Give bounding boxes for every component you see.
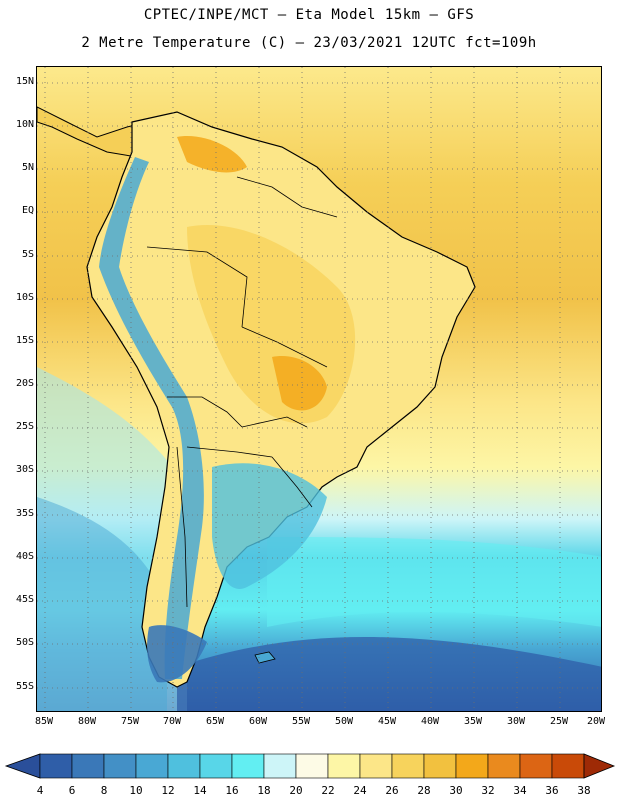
lat-label: 55S bbox=[15, 681, 34, 692]
colorbar-cell bbox=[487, 753, 521, 779]
lon-label: 60W bbox=[248, 716, 268, 727]
colorbar-cell bbox=[167, 753, 201, 779]
colorbar-cell bbox=[199, 753, 233, 779]
andes-cold-spine bbox=[99, 157, 204, 679]
atlantic-cool-band bbox=[267, 537, 601, 627]
lat-label: 15N bbox=[15, 76, 34, 87]
colorbar-cell bbox=[423, 753, 457, 779]
country-borders bbox=[146, 176, 338, 608]
lat-label: 35S bbox=[15, 508, 34, 519]
temperature-colorbar bbox=[4, 753, 616, 779]
lon-label: 55W bbox=[291, 716, 311, 727]
map-title-line2: 2 Metre Temperature (C) – 23/03/2021 12U… bbox=[81, 35, 537, 51]
colorbar-label: 32 bbox=[481, 784, 495, 797]
lon-label: 25W bbox=[549, 716, 569, 727]
colorbar-cell bbox=[263, 753, 297, 779]
colorbar-cell bbox=[39, 753, 73, 779]
colorbar-cells bbox=[39, 753, 585, 779]
southern-cone-cool bbox=[212, 463, 327, 589]
colorbar-cell bbox=[295, 753, 329, 779]
colorbar-label: 24 bbox=[353, 784, 367, 797]
colorbar-label: 14 bbox=[193, 784, 207, 797]
lon-label: 65W bbox=[205, 716, 225, 727]
colorbar-cell bbox=[103, 753, 137, 779]
lat-label: 5N bbox=[21, 162, 34, 173]
lon-label: 40W bbox=[420, 716, 440, 727]
lat-label: 5S bbox=[21, 249, 34, 260]
lat-label: 15S bbox=[15, 335, 34, 346]
colorbar-cell bbox=[551, 753, 585, 779]
colorbar-under-arrow bbox=[4, 753, 41, 779]
pacific-cold-region bbox=[37, 497, 167, 711]
colorbar-label: 18 bbox=[257, 784, 271, 797]
lon-label: 80W bbox=[77, 716, 97, 727]
lat-label: 10N bbox=[15, 119, 34, 130]
colorbar-label: 12 bbox=[161, 784, 175, 797]
colorbar-cell bbox=[135, 753, 169, 779]
lon-label: 75W bbox=[120, 716, 140, 727]
colorbar-label: 34 bbox=[513, 784, 527, 797]
lon-label: 85W bbox=[34, 716, 54, 727]
temperature-map bbox=[37, 67, 601, 711]
colorbar-cell bbox=[71, 753, 105, 779]
falkland-islands bbox=[254, 651, 276, 664]
lat-label: 50S bbox=[15, 637, 34, 648]
colorbar-over-arrow bbox=[583, 753, 616, 779]
lon-label: 30W bbox=[506, 716, 526, 727]
lat-label: 45S bbox=[15, 594, 34, 605]
colorbar-cell bbox=[231, 753, 265, 779]
colorbar-label: 26 bbox=[385, 784, 399, 797]
colorbar-label: 30 bbox=[449, 784, 463, 797]
lon-label: 35W bbox=[463, 716, 483, 727]
colorbar-cell bbox=[327, 753, 361, 779]
lat-label: 40S bbox=[15, 551, 34, 562]
map-title-line1: CPTEC/INPE/MCT – Eta Model 15km – GFS bbox=[143, 7, 475, 23]
lat-label: 30S bbox=[15, 464, 34, 475]
colorbar-label: 16 bbox=[225, 784, 239, 797]
colorbar-label: 22 bbox=[321, 784, 335, 797]
map-panel bbox=[36, 66, 602, 712]
south-atlantic-cold-band bbox=[177, 637, 601, 711]
lat-label: 10S bbox=[15, 292, 34, 303]
central-hot-spot bbox=[272, 356, 327, 411]
colorbar-label: 20 bbox=[289, 784, 303, 797]
colorbar-cell bbox=[359, 753, 393, 779]
lat-label: 25S bbox=[15, 421, 34, 432]
lat-label: 20S bbox=[15, 378, 34, 389]
lon-label: 50W bbox=[334, 716, 354, 727]
lon-label: 70W bbox=[162, 716, 182, 727]
lat-label: EQ bbox=[21, 205, 34, 216]
colorbar-label: 28 bbox=[417, 784, 431, 797]
northern-hot-spot bbox=[177, 136, 247, 173]
colorbar-cell bbox=[391, 753, 425, 779]
lon-label: 45W bbox=[377, 716, 397, 727]
lon-label: 20W bbox=[586, 716, 606, 727]
colorbar-cell bbox=[519, 753, 553, 779]
colorbar-label: 38 bbox=[577, 784, 591, 797]
colorbar-label: 4 bbox=[36, 784, 44, 797]
patagonia-cold bbox=[147, 625, 207, 683]
colorbar-label: 8 bbox=[100, 784, 108, 797]
colorbar-cell bbox=[455, 753, 489, 779]
colorbar-label: 6 bbox=[68, 784, 76, 797]
colorbar-label: 36 bbox=[545, 784, 559, 797]
colorbar-label: 10 bbox=[129, 784, 143, 797]
